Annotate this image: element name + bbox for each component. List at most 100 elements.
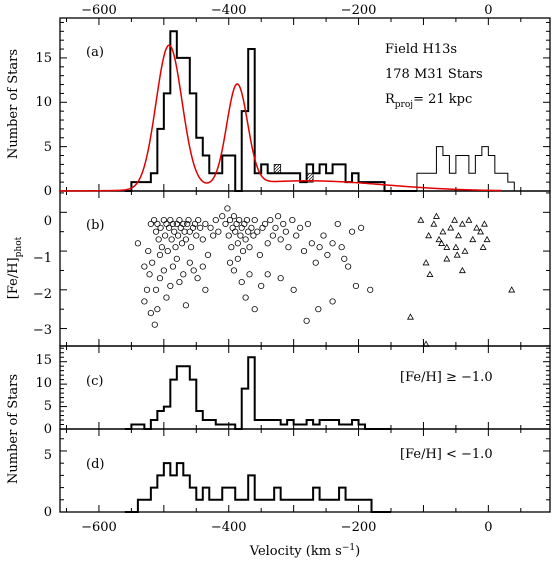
m31-star-point	[230, 213, 238, 220]
m31-star-point	[169, 263, 177, 270]
m31-star-point	[238, 278, 245, 286]
m31-star-point	[178, 240, 186, 247]
foreground-star-point	[447, 224, 455, 231]
m31-star-point	[250, 232, 257, 239]
condition-c: [Fe/H] ≥ −1.0	[400, 370, 493, 385]
histogram-c	[124, 356, 391, 430]
histogram-a	[124, 30, 417, 192]
foreground-star-point	[461, 247, 469, 254]
m31-star-point	[160, 267, 167, 274]
m31-star-point	[312, 259, 319, 266]
foreground-star-point	[477, 228, 485, 235]
y-tick-label-a: 15	[35, 51, 52, 66]
m31-star-point	[277, 275, 284, 282]
foreground-star-point	[435, 235, 443, 243]
m31-star-point	[146, 271, 153, 278]
m31-star-point	[165, 224, 173, 231]
foreground-star-point	[425, 231, 433, 239]
m31-star-point	[219, 213, 226, 220]
data-layer	[59, 30, 521, 513]
foreground-star-point	[426, 270, 434, 277]
y-tick-label-c: 5	[44, 399, 52, 414]
histogram-a-foreground	[410, 146, 521, 192]
m31-star-point	[367, 286, 374, 293]
m31-star-point	[184, 220, 191, 228]
m31-star-point	[248, 224, 255, 231]
m31-star-point	[348, 228, 356, 235]
x-axis-label: Velocity (km s−1)	[249, 543, 360, 559]
foreground-star-point	[406, 313, 414, 320]
m31-star-point	[212, 216, 219, 224]
m31-star-point	[169, 220, 177, 228]
histogram-d	[124, 462, 391, 513]
m31-star-point	[239, 247, 247, 255]
m31-star-point	[316, 244, 323, 251]
m31-star-point	[145, 247, 152, 255]
foreground-star-point	[422, 259, 430, 266]
m31-star-point	[236, 216, 243, 224]
m31-star-point	[300, 247, 308, 255]
m31-star-point	[143, 286, 151, 293]
m31-star-point	[162, 232, 169, 239]
m31-star-point	[258, 282, 265, 290]
m31-star-point	[232, 228, 239, 235]
m31-star-point	[154, 220, 161, 228]
m31-star-point	[186, 228, 193, 235]
m31-star-point	[243, 216, 251, 224]
m31-star-point	[187, 244, 195, 251]
top-x-tick-label: −200	[341, 3, 377, 18]
m31-star-point	[274, 213, 282, 220]
m31-star-point	[251, 306, 258, 313]
foreground-star-point	[443, 255, 451, 262]
y-axis-label-b: [Fe/H]phot	[6, 236, 24, 299]
m31-star-point	[324, 251, 331, 259]
annotation-field: Field H13s	[385, 42, 457, 57]
m31-star-point	[167, 282, 174, 290]
m31-star-point	[233, 220, 240, 228]
m31-star-point	[230, 267, 238, 274]
y-tick-label-c: 10	[35, 376, 52, 391]
m31-star-point	[156, 275, 164, 282]
m31-star-point	[191, 220, 199, 228]
m31-star-point	[242, 294, 249, 301]
bottom-x-tick-label: −600	[81, 520, 117, 535]
m31-star-point	[290, 286, 297, 293]
m31-star-point	[238, 224, 245, 231]
m31-star-point	[285, 244, 292, 251]
m31-star-point	[194, 275, 201, 282]
fit-curve	[59, 44, 502, 192]
foreground-star-point	[469, 235, 477, 243]
m31-star-point	[190, 267, 197, 274]
y-axis-label-a: Number of Stars	[6, 49, 21, 159]
y-tick-label-b: 0	[44, 214, 52, 229]
m31-star-point	[264, 271, 271, 278]
m31-star-point	[176, 278, 183, 286]
y-tick-label-a: 10	[35, 95, 52, 110]
m31-star-point	[251, 216, 258, 224]
m31-star-point	[282, 228, 289, 235]
m31-star-point	[308, 240, 315, 247]
panel-d-frame	[59, 428, 551, 513]
m31-star-point	[254, 228, 261, 235]
m31-star-point	[241, 220, 248, 228]
y-axis-label-cd: Number of Stars	[6, 374, 21, 484]
annotation-count: 178 M31 Stars	[385, 67, 483, 82]
m31-star-point	[315, 306, 322, 313]
m31-star-point	[164, 247, 171, 255]
m31-star-point	[155, 236, 162, 243]
m31-star-point	[358, 224, 365, 231]
m31-star-point	[280, 220, 287, 228]
m31-star-point	[210, 232, 217, 239]
m31-star-point	[167, 216, 174, 224]
top-x-tick-label: −400	[211, 3, 247, 18]
m31-star-point	[267, 216, 274, 224]
m31-star-point	[224, 205, 231, 212]
y-axis-label-b-subscript: phot	[14, 236, 24, 257]
m31-star-point	[245, 228, 252, 235]
m31-star-point	[186, 259, 193, 266]
m31-star-point	[246, 244, 253, 251]
m31-star-point	[237, 232, 244, 239]
m31-star-point	[171, 228, 178, 235]
m31-star-point	[338, 244, 345, 251]
